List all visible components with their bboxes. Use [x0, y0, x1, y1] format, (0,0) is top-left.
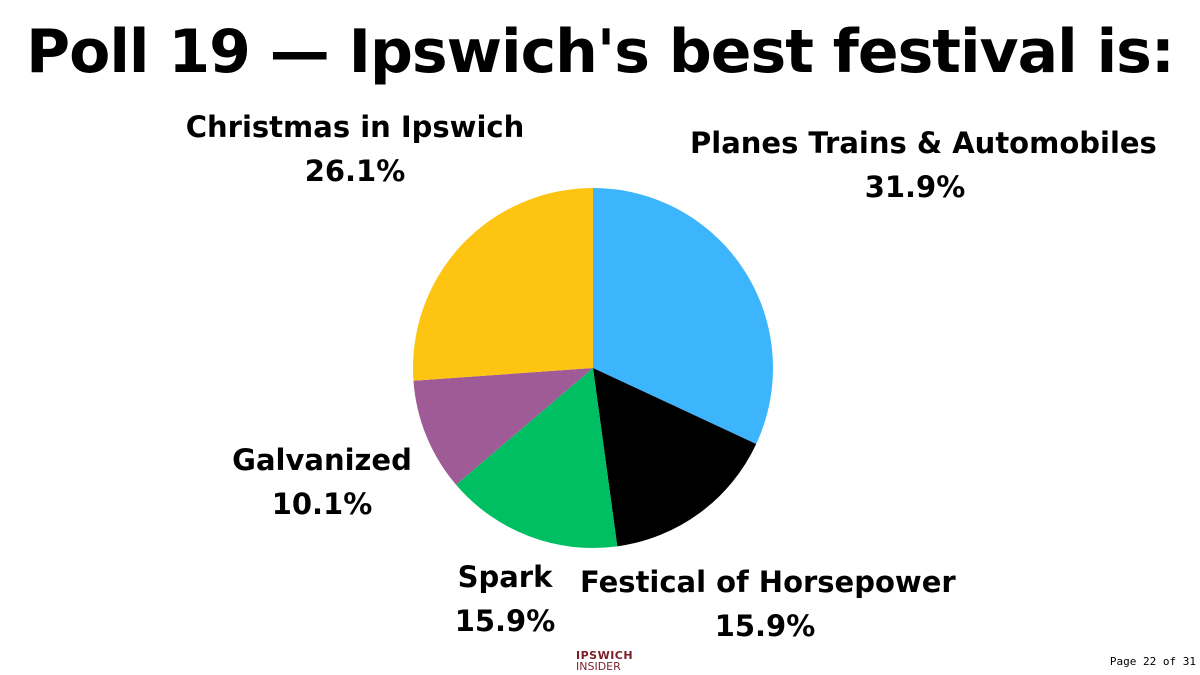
pie-slice-festical-of-horsepower — [593, 368, 757, 547]
slice-label-name: Galvanized — [232, 443, 412, 477]
slice-label-value: 15.9% — [714, 609, 816, 643]
page-indicator: Page 22 of 31 — [1109, 655, 1196, 668]
slice-label-planes-trains-automobiles: Planes Trains & Automobiles 31.9% — [690, 121, 1157, 209]
slice-label-name: Festical of Horsepower — [580, 565, 956, 599]
pie-slice-christmas-in-ipswich — [412, 188, 593, 381]
pie-slice-galvanized — [413, 368, 593, 485]
chart-title: Poll 19 — Ipswich's best festival is: — [26, 17, 1175, 87]
slice-label-value: 15.9% — [454, 604, 556, 638]
slice-label-spark: Spark 15.9% — [440, 555, 570, 643]
slice-label-name: Planes Trains & Automobiles — [690, 126, 1157, 160]
slice-label-festical-of-horsepower: Festical of Horsepower 15.9% — [580, 560, 956, 648]
logo-line-1: IPSWICH — [576, 649, 634, 662]
slice-label-christmas-in-ipswich: Christmas in Ipswich 26.1% — [180, 105, 530, 193]
pie-slice-spark — [456, 368, 618, 549]
slice-label-value: 26.1% — [304, 154, 406, 188]
slice-label-value: 31.9% — [864, 170, 966, 204]
slice-label-name: Christmas in Ipswich — [185, 110, 525, 144]
slice-label-name: Spark — [457, 560, 553, 594]
pie-slice-planes-trains-automobiles — [593, 188, 774, 444]
slice-label-value: 10.1% — [271, 487, 373, 521]
slice-label-galvanized: Galvanized 10.1% — [222, 438, 422, 526]
logo-line-2: INSIDER — [576, 660, 621, 673]
ipswich-insider-logo: IPSWICH INSIDER — [576, 650, 633, 672]
